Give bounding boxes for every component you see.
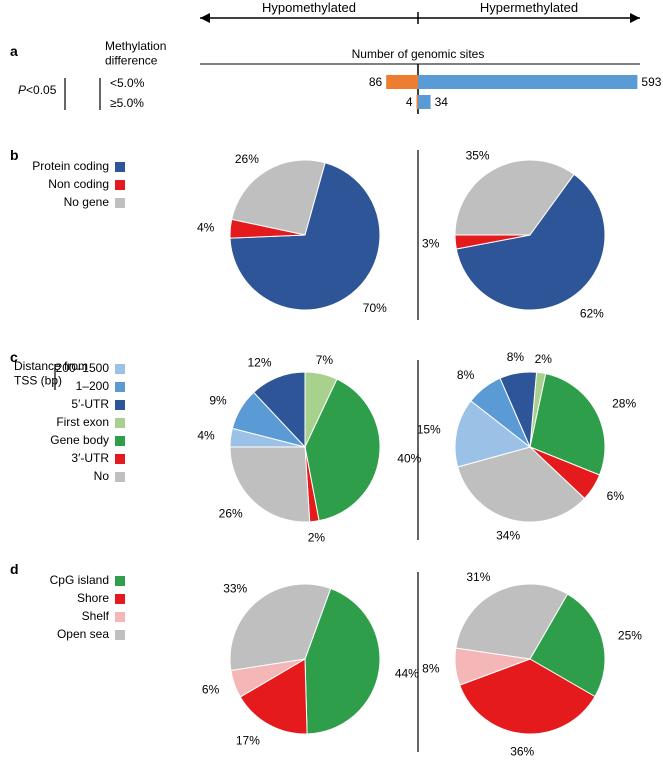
legend-label: Protein coding xyxy=(32,159,109,173)
svg-text:9%: 9% xyxy=(209,394,227,408)
svg-text:6%: 6% xyxy=(202,683,220,697)
svg-text:40%: 40% xyxy=(397,452,421,466)
svg-text:4%: 4% xyxy=(197,220,215,234)
panel-a-label: a xyxy=(10,43,18,59)
svg-text:34%: 34% xyxy=(496,528,520,542)
svg-text:8%: 8% xyxy=(422,662,440,676)
svg-text:70%: 70% xyxy=(363,301,387,315)
svg-text:17%: 17% xyxy=(236,733,260,747)
svg-text:34: 34 xyxy=(435,95,449,109)
svg-text:12%: 12% xyxy=(247,355,271,369)
legend-label: No gene xyxy=(64,195,110,209)
svg-text:4: 4 xyxy=(406,95,413,109)
legend-swatch xyxy=(115,594,125,604)
svg-text:33%: 33% xyxy=(223,582,247,596)
svg-text:36%: 36% xyxy=(510,745,534,759)
svg-text:4%: 4% xyxy=(197,429,215,443)
legend-swatch xyxy=(115,162,125,172)
svg-text:35%: 35% xyxy=(466,149,490,163)
svg-text:Hypomethylated: Hypomethylated xyxy=(262,0,356,15)
svg-text:8%: 8% xyxy=(457,368,475,382)
legend-label: Non coding xyxy=(48,177,109,191)
svg-text:25%: 25% xyxy=(618,628,642,642)
svg-text:6%: 6% xyxy=(607,489,625,503)
svg-text:First exon: First exon xyxy=(56,415,109,429)
svg-text:Hypermethylated: Hypermethylated xyxy=(480,0,578,15)
svg-text:Gene body: Gene body xyxy=(50,433,109,447)
legend-label: Shore xyxy=(77,591,109,605)
svg-text:593: 593 xyxy=(641,75,661,89)
legend-label: Shelf xyxy=(82,609,110,623)
svg-text:7%: 7% xyxy=(316,353,334,367)
svg-text:d: d xyxy=(10,561,19,577)
svg-text:≥5.0%: ≥5.0% xyxy=(110,96,144,110)
svg-text:Methylationdifference: Methylationdifference xyxy=(105,39,166,67)
legend-swatch xyxy=(115,612,125,622)
svg-text:3′-UTR: 3′-UTR xyxy=(71,451,109,465)
figure-root: Hypomethylated Hypermethylated a Methylatio… xyxy=(0,0,663,777)
svg-text:15%: 15% xyxy=(417,422,441,436)
svg-text:1–200: 1–200 xyxy=(76,379,110,393)
legend-swatch xyxy=(115,180,125,190)
svg-text:8%: 8% xyxy=(507,350,525,364)
bar-hypo xyxy=(386,75,418,89)
legend-swatch xyxy=(115,198,125,208)
svg-text:b: b xyxy=(10,147,19,163)
svg-text:44%: 44% xyxy=(395,667,419,681)
svg-text:86: 86 xyxy=(369,75,383,89)
svg-text:3%: 3% xyxy=(422,237,440,251)
svg-text:P<0.05: P<0.05 xyxy=(18,83,57,97)
legend-label: Open sea xyxy=(57,627,109,641)
svg-text:<5.0%: <5.0% xyxy=(110,76,145,90)
svg-text:26%: 26% xyxy=(219,506,243,520)
bar-hyper xyxy=(418,75,637,89)
svg-text:2%: 2% xyxy=(308,530,326,544)
svg-text:2%: 2% xyxy=(535,352,553,366)
svg-text:5′-UTR: 5′-UTR xyxy=(71,397,109,411)
svg-text:26%: 26% xyxy=(235,152,259,166)
bar-hypo xyxy=(417,95,418,109)
svg-text:No: No xyxy=(94,469,110,483)
legend-swatch xyxy=(115,576,125,586)
bar-hyper xyxy=(418,95,431,109)
svg-text:Number of genomic sites: Number of genomic sites xyxy=(352,47,485,61)
svg-text:28%: 28% xyxy=(612,396,636,410)
legend-swatch xyxy=(115,630,125,640)
svg-text:62%: 62% xyxy=(580,307,604,321)
svg-text:31%: 31% xyxy=(466,570,490,584)
legend-label: CpG island xyxy=(50,573,109,587)
